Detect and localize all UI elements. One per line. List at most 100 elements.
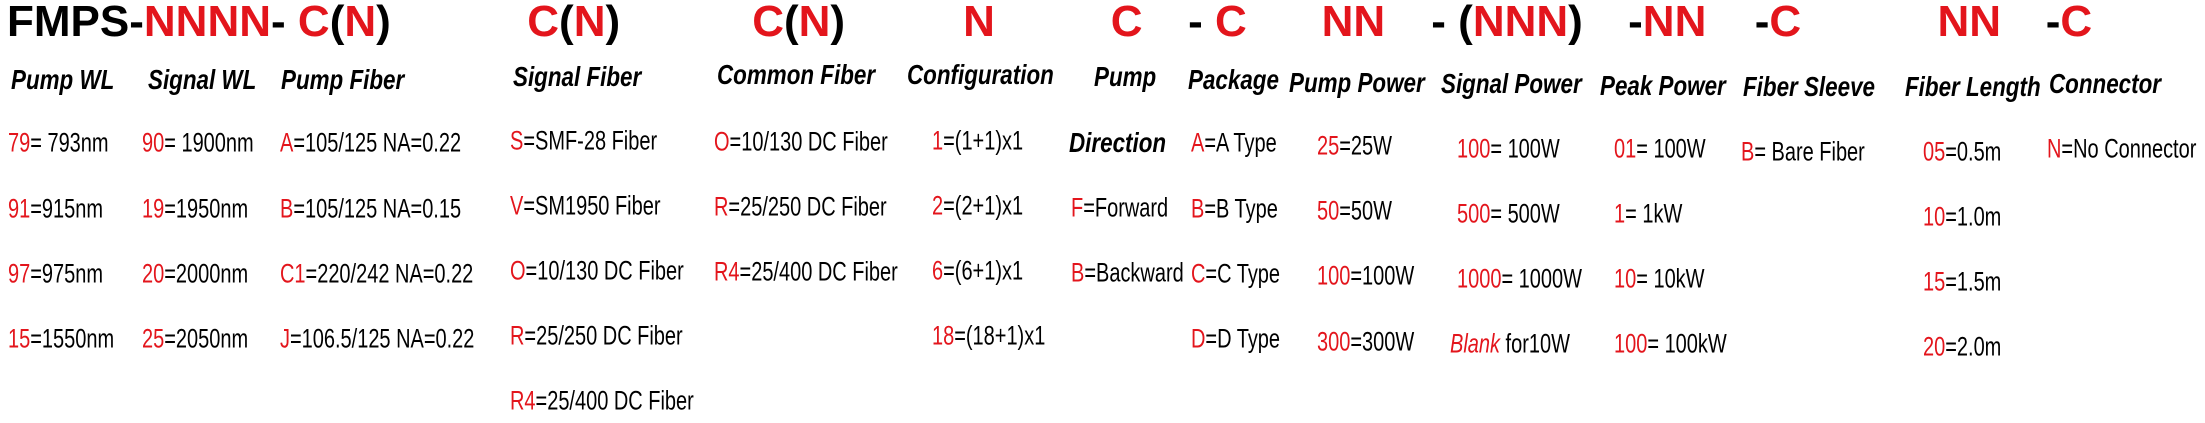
column-title: Fiber Sleeve <box>1743 71 1876 103</box>
option-entry: 500= 500W <box>1457 199 1560 230</box>
option-text: =(6+1)x1 <box>943 255 1024 286</box>
option-entry: 300=300W <box>1317 326 1414 357</box>
option-text: =D Type <box>1205 323 1280 354</box>
option-code: 1000 <box>1456 263 1502 294</box>
option-entry: O=10/130 DC Fiber <box>714 127 888 158</box>
code-part: NNN <box>1472 0 1569 47</box>
code-part: - ( <box>1431 0 1473 47</box>
option-text: = 10kW <box>1636 263 1705 294</box>
option-text: =25/250 DC Fiber <box>524 320 684 351</box>
option-entry: O=10/130 DC Fiber <box>510 255 684 286</box>
option-entry: 25=25W <box>1317 131 1392 162</box>
option-entry: 19=1950nm <box>142 193 248 224</box>
option-entry: R4=25/400 DC Fiber <box>510 385 694 416</box>
column-title: Pump <box>1093 61 1157 93</box>
option-text: = 100W <box>1636 133 1706 164</box>
option-code: 05 <box>1923 136 1946 167</box>
option-text: =1950nm <box>164 193 249 223</box>
option-entry: R=25/250 DC Fiber <box>714 192 887 223</box>
code-part: FMPS- <box>7 0 144 47</box>
option-code: B <box>279 193 294 223</box>
code-part: NN <box>1937 0 2002 47</box>
option-code: 25 <box>1317 130 1340 161</box>
option-text: = 100W <box>1489 133 1560 164</box>
option-text: =Backward <box>1084 257 1185 288</box>
option-code: 100 <box>1317 260 1351 291</box>
option-code: 10 <box>1614 263 1637 294</box>
option-text: =10/130 DC Fiber <box>729 126 889 157</box>
option-text: =1550nm <box>30 323 115 354</box>
option-entry: J=106.5/125 NA=0.22 <box>280 323 474 354</box>
option-code: 15 <box>8 323 31 354</box>
column-title: Configuration <box>906 58 1054 90</box>
option-entry: S=SMF-28 Fiber <box>510 125 657 156</box>
option-entry: Blank for10W <box>1450 329 1570 360</box>
option-entry: B=105/125 NA=0.15 <box>280 193 461 224</box>
code-part: N <box>344 0 377 47</box>
option-entry: 20=2.0m <box>1923 332 2001 363</box>
option-code: F <box>1071 192 1084 223</box>
code-segment: C <box>1111 0 1143 47</box>
code-part: - <box>1188 0 1215 47</box>
option-code: Blank <box>1449 328 1500 359</box>
option-text: =B Type <box>1204 193 1278 223</box>
option-text: =SM1950 Fiber <box>523 190 661 221</box>
option-entry: 25=2050nm <box>142 323 248 354</box>
code-segment: C(N) <box>527 0 620 47</box>
option-entry: 100=100W <box>1317 261 1414 292</box>
column-title: Signal Fiber <box>513 61 642 93</box>
option-text: = Bare Fiber <box>1753 136 1865 167</box>
option-text: =25/400 DC Fiber <box>739 256 899 287</box>
option-text: =1.0m <box>1945 201 2002 232</box>
option-text: =100W <box>1350 260 1415 291</box>
code-segment: -C <box>2046 0 2092 47</box>
code-part: NN <box>1642 0 1707 47</box>
option-entry: B=Backward <box>1071 258 1184 289</box>
code-part: - <box>2045 0 2061 47</box>
option-entry: 91=915nm <box>8 193 103 224</box>
option-code: B <box>1190 193 1205 223</box>
code-segment: FMPS-NNNN- C(N) <box>7 0 391 47</box>
code-part: C <box>527 0 560 47</box>
option-code: 20 <box>142 258 165 289</box>
option-entry: R4=25/400 DC Fiber <box>714 257 898 288</box>
option-code: 20 <box>1923 331 1946 362</box>
option-entry: 6=(6+1)x1 <box>932 255 1023 286</box>
code-segment: C(N) <box>752 0 845 47</box>
option-text: =300W <box>1350 326 1415 357</box>
code-segment: - C <box>1188 0 1247 47</box>
option-entry: N=No Connector <box>2047 134 2196 165</box>
option-code: B <box>1740 136 1754 167</box>
option-entry: 90= 1900nm <box>142 128 254 159</box>
code-part: N <box>963 0 995 47</box>
option-entry: 1= 1kW <box>1614 199 1682 230</box>
option-code: 50 <box>1317 195 1340 226</box>
option-text: =50W <box>1339 195 1393 226</box>
code-part: NN <box>1321 0 1386 47</box>
option-text: =2050nm <box>164 323 249 354</box>
option-entry: 05=0.5m <box>1923 136 2001 167</box>
option-entry: 100= 100kW <box>1614 329 1727 360</box>
option-entry: C=C Type <box>1191 258 1280 289</box>
option-entry: 1000= 1000W <box>1457 264 1582 295</box>
code-part: ( <box>329 0 345 47</box>
column-title: Peak Power <box>1600 69 1726 101</box>
option-text: =(1+1)x1 <box>943 125 1024 156</box>
option-text: =10/130 DC Fiber <box>525 255 685 286</box>
option-text: =1.5m <box>1945 266 2002 297</box>
option-entry: 18=(18+1)x1 <box>932 320 1045 351</box>
option-entry: 20=2000nm <box>142 258 248 289</box>
option-code: R <box>510 320 525 351</box>
code-segment: NN <box>1937 0 2001 47</box>
option-code: A <box>1190 127 1205 158</box>
option-entry: 15=1.5m <box>1923 267 2001 298</box>
option-code: 100 <box>1614 328 1648 359</box>
option-code: S <box>510 125 524 156</box>
option-code: 100 <box>1456 133 1490 164</box>
option-text: =25W <box>1339 130 1393 161</box>
option-entry: R=25/250 DC Fiber <box>510 320 683 351</box>
code-part: - <box>1628 0 1643 47</box>
code-part: C <box>1214 0 1247 47</box>
option-entry: 100= 100W <box>1457 134 1560 165</box>
option-text: =106.5/125 NA=0.22 <box>289 323 475 354</box>
